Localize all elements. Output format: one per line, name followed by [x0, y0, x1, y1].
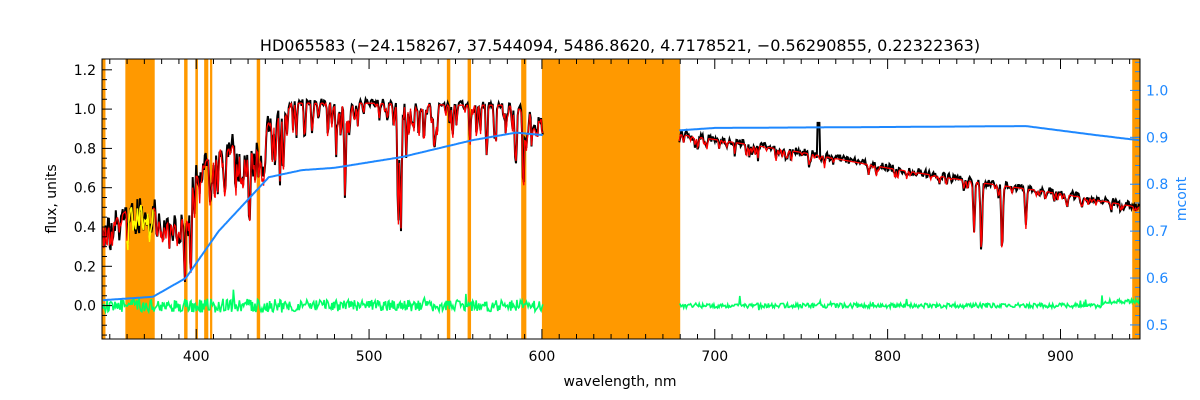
- masked-band: [467, 59, 472, 339]
- masked-flux-line: [126, 204, 154, 251]
- observed-flux-line: [678, 121, 1141, 250]
- y-tick-label: 0.8: [74, 141, 96, 157]
- masked-band: [1132, 59, 1140, 339]
- y-tick-label: 1.2: [74, 63, 96, 79]
- y-tick-label: 1.0: [74, 102, 96, 118]
- y-right-tick-label: 0.9: [1146, 130, 1168, 146]
- y-tick-label: 0.0: [74, 299, 96, 315]
- plot-frame: [101, 58, 1141, 340]
- y-right-tick-label: 1.0: [1146, 83, 1168, 99]
- x-tick-label: 800: [874, 349, 901, 365]
- y-right-axis-label: mcont: [1174, 176, 1190, 221]
- series-group: [101, 95, 1141, 315]
- x-tick-label: 600: [529, 349, 556, 365]
- y-right-tick-label: 0.5: [1146, 318, 1168, 334]
- masked-band: [195, 59, 198, 339]
- masked-band: [446, 59, 451, 339]
- y-tick-label: 0.4: [74, 220, 96, 236]
- model-flux-line: [102, 101, 544, 281]
- x-tick-label: 400: [183, 349, 210, 365]
- masked-band: [102, 59, 106, 339]
- y-right-tick-label: 0.7: [1146, 224, 1168, 240]
- masked-band: [184, 59, 188, 339]
- y-tick-label: 0.2: [74, 259, 96, 275]
- x-axis-label: wavelength, nm: [564, 374, 677, 390]
- mcont-line: [679, 125, 1140, 142]
- residual-line: [102, 289, 544, 315]
- masked-band: [541, 59, 681, 339]
- x-tick-label: 500: [356, 349, 383, 365]
- y-right-tick-label: 0.8: [1146, 177, 1168, 193]
- y-right-tick-label: 0.6: [1146, 271, 1168, 287]
- y-axis-label: flux, units: [44, 164, 60, 233]
- x-tick-label: 700: [701, 349, 728, 365]
- masked-bands: [102, 59, 1140, 339]
- y-tick-label: 0.6: [74, 181, 96, 197]
- axes-group: 400 500 600 700 800 900 0.0 0.2 0.4 0.6 0.8 1.0 1.2 0…: [74, 59, 1168, 365]
- residual-line: [679, 295, 1140, 311]
- masked-band: [521, 59, 527, 339]
- x-tick-label: 900: [1047, 349, 1074, 365]
- chart-title: HD065583 (−24.158267, 37.544094, 5486.86…: [260, 36, 980, 55]
- model-flux-line: [678, 134, 1140, 248]
- masked-band: [204, 59, 209, 339]
- mcont-line: [102, 131, 543, 302]
- masked-band: [256, 59, 261, 339]
